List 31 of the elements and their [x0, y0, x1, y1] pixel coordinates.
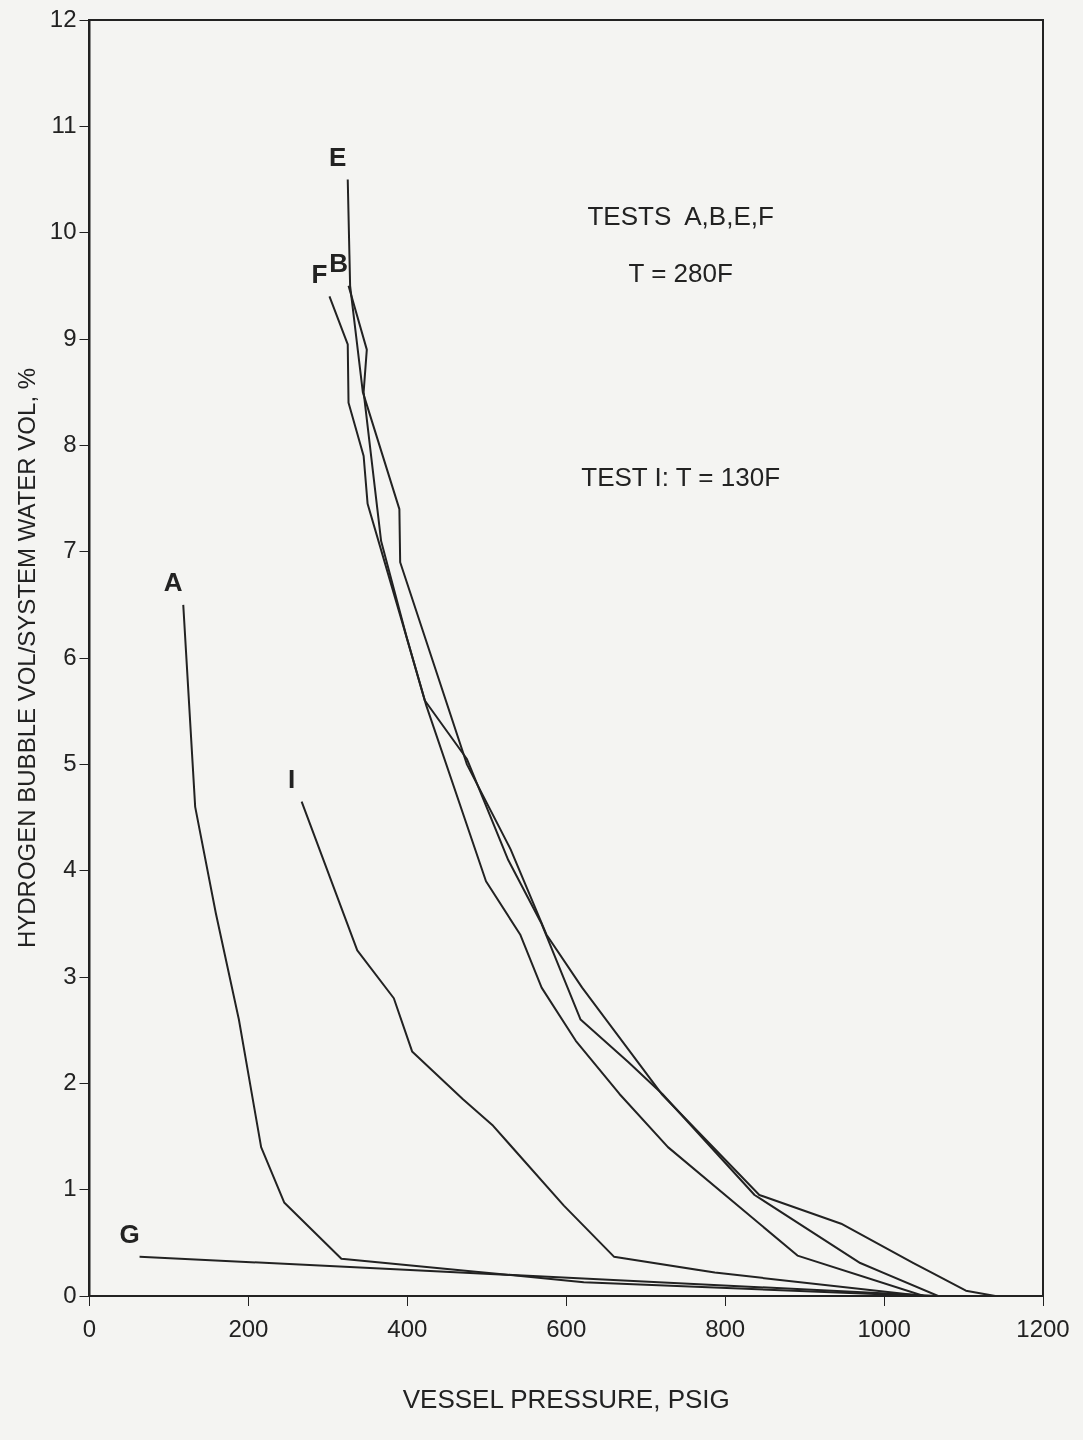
x-tick-label: 400: [387, 1315, 428, 1343]
series-label: B: [329, 248, 348, 279]
y-tick-label: 9: [63, 323, 77, 351]
x-tick-label: 800: [705, 1315, 746, 1343]
y-tick-label: 11: [51, 110, 77, 138]
y-tick-label: 0: [63, 1280, 77, 1308]
series-label: A: [163, 567, 183, 598]
series-label: I: [288, 763, 296, 794]
y-tick-label: 7: [63, 536, 77, 564]
y-tick-label: 10: [49, 217, 77, 245]
annotation: TESTS A,B,E,F: [587, 200, 774, 231]
series-label: E: [329, 141, 347, 172]
annotation: T = 280F: [628, 258, 733, 289]
x-tick-label: 1200: [1016, 1315, 1070, 1343]
x-tick-label: 0: [82, 1315, 97, 1343]
y-tick-label: 6: [63, 642, 77, 670]
y-tick-label: 3: [63, 961, 77, 989]
x-tick-label: 200: [228, 1315, 269, 1343]
series-label: F: [311, 258, 328, 289]
x-tick-label: 600: [546, 1315, 587, 1343]
y-tick-label: 2: [63, 1067, 77, 1095]
y-tick-label: 4: [63, 855, 77, 883]
x-tick-label: 1000: [857, 1315, 911, 1343]
y-axis-title: HYDROGEN BUBBLE VOL/SYSTEM WATER VOL, %: [13, 367, 41, 949]
y-tick-label: 1: [63, 1174, 77, 1202]
series-label: G: [119, 1218, 140, 1249]
y-tick-label: 8: [63, 429, 77, 457]
x-axis-title: VESSEL PRESSURE, PSIG: [402, 1383, 730, 1414]
y-tick-label: 12: [49, 4, 77, 32]
annotation: TEST I: T = 130F: [581, 462, 781, 493]
y-tick-label: 5: [63, 748, 77, 776]
